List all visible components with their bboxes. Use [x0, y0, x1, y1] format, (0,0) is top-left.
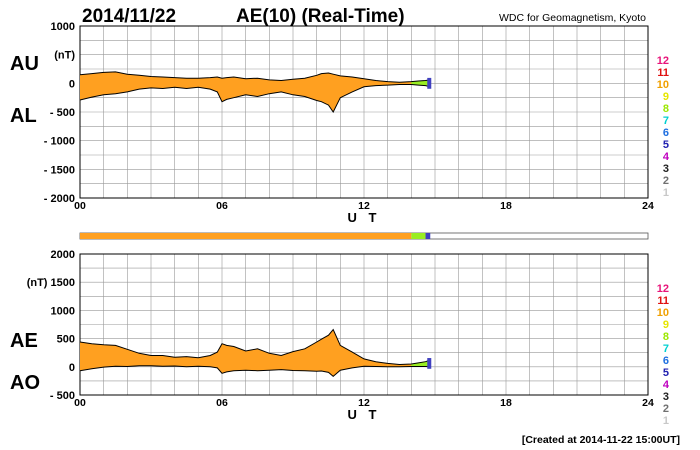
- station-legend-label: 8: [663, 331, 669, 343]
- created-timestamp: [Created at 2014-11-22 15:00UT]: [522, 434, 680, 446]
- latest-marker: [427, 77, 432, 89]
- station-legend-label: 9: [663, 319, 669, 331]
- station-legend-label: 5: [663, 139, 669, 151]
- x-axis-label: U T: [348, 210, 381, 225]
- x-tick-label: 12: [358, 397, 370, 409]
- series-label-ao: AO: [10, 372, 40, 394]
- x-tick-label: 06: [216, 200, 228, 212]
- x-tick-label: 06: [216, 397, 228, 409]
- station-legend-label: 11: [657, 67, 669, 79]
- plot-frame: [79, 25, 649, 199]
- series-label-au: AU: [10, 53, 39, 75]
- station-legend-label: 1: [663, 415, 669, 427]
- station-legend-label: 1: [663, 187, 669, 199]
- station-legend-label: 7: [663, 115, 669, 127]
- series-label-al: AL: [10, 105, 37, 127]
- plot-frame: [79, 253, 649, 396]
- y-tick-label: 0: [69, 78, 75, 90]
- station-legend-label: 10: [657, 307, 669, 319]
- station-legend-label: 2: [663, 175, 669, 187]
- x-tick-label: 24: [642, 397, 654, 409]
- data-area: [80, 71, 431, 112]
- x-tick-label: 12: [358, 200, 370, 212]
- series-line-ae: [79, 328, 431, 366]
- y-tick-label: 2000: [51, 249, 75, 261]
- x-tick-label: 24: [642, 200, 654, 212]
- date-title: 2014/11/22: [82, 6, 176, 27]
- station-legend-label: 5: [663, 367, 669, 379]
- series-label-ae: AE: [10, 330, 38, 352]
- x-tick-label: 00: [74, 397, 86, 409]
- y-tick-label: (nT): [54, 50, 75, 62]
- station-bar-segment: [425, 233, 431, 239]
- station-legend-label: 6: [663, 127, 669, 139]
- station-coverage-bar: [79, 232, 649, 240]
- data-area: [80, 329, 431, 377]
- x-tick-label: 18: [500, 397, 512, 409]
- source-label: WDC for Geomagnetism, Kyoto: [499, 12, 646, 24]
- station-bar-segment: [411, 233, 426, 239]
- y-tick-label: 1000: [51, 21, 75, 33]
- y-tick-label: 0: [69, 362, 75, 374]
- station-legend-label: 4: [663, 379, 670, 391]
- y-tick-label: (nT) 1500: [27, 277, 75, 289]
- series-line-au: [79, 71, 431, 83]
- y-tick-label: - 500: [50, 107, 75, 119]
- station-legend-label: 10: [657, 79, 669, 91]
- station-legend-label: 3: [663, 163, 669, 175]
- y-tick-label: - 1500: [44, 164, 75, 176]
- y-tick-label: - 500: [50, 390, 75, 402]
- y-tick-label: 500: [57, 334, 75, 346]
- station-legend-label: 7: [663, 343, 669, 355]
- x-tick-label: 18: [500, 200, 512, 212]
- station-legend-label: 12: [657, 283, 669, 295]
- chart-title: AE(10) (Real-Time): [236, 6, 405, 27]
- station-legend-label: 11: [657, 295, 669, 307]
- latest-marker: [427, 358, 432, 369]
- station-legend-label: 2: [663, 403, 669, 415]
- series-line-ao: [79, 365, 431, 378]
- station-legend-label: 9: [663, 91, 669, 103]
- station-legend-label: 6: [663, 355, 669, 367]
- station-legend-label: 4: [663, 151, 670, 163]
- y-tick-label: 1000: [51, 305, 75, 317]
- y-tick-label: - 1000: [44, 136, 75, 148]
- station-legend-label: 3: [663, 391, 669, 403]
- station-bar-segment: [80, 233, 412, 239]
- series-line-al: [79, 84, 431, 113]
- station-legend-label: 12: [657, 55, 669, 67]
- station-legend-label: 8: [663, 103, 669, 115]
- x-axis-label: U T: [348, 407, 381, 422]
- x-tick-label: 00: [74, 200, 86, 212]
- y-tick-label: - 2000: [44, 193, 75, 205]
